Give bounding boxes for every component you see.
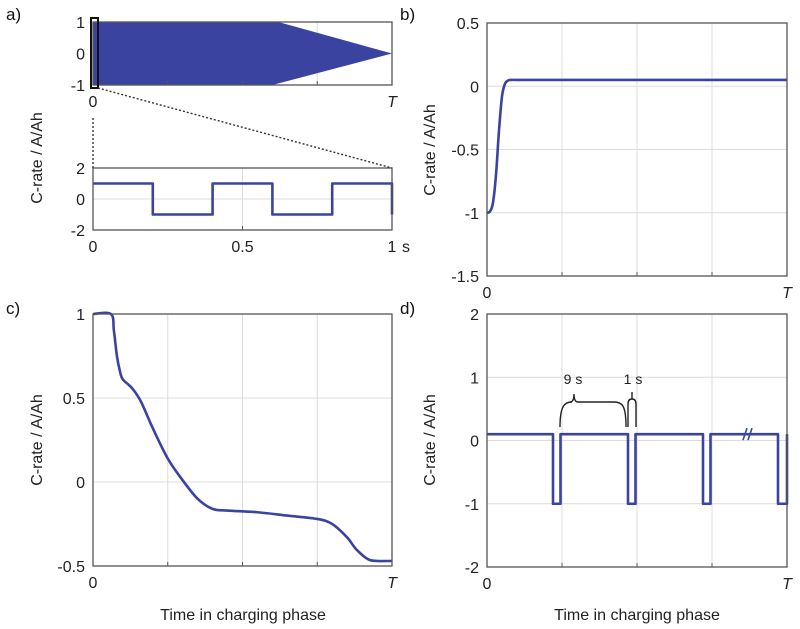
x-tick-label-d: T: [782, 576, 793, 593]
x-tick-label-a_bottom: 0.5: [231, 239, 253, 256]
axes-frame-b: [486, 22, 788, 277]
grid-layer: [93, 22, 787, 567]
series-line-a_bottom: [93, 182, 394, 216]
x-tick-label-c: T: [387, 575, 398, 592]
y-tick-label-a_top: 0: [76, 47, 85, 64]
y-tick-label-b: 0.5: [457, 16, 479, 33]
x-tick-label-b: 0: [483, 285, 492, 302]
axes-frame-d: [486, 313, 788, 568]
y-tick-label-d: -1: [465, 497, 479, 514]
ylabel-d: C-rate / A/Ah: [422, 394, 439, 486]
x-tick-label-d: 0: [483, 576, 492, 593]
axes-frame-a_bottom: [92, 167, 393, 231]
brace-1s: [627, 392, 637, 427]
x-unit-label-a_bottom: s: [402, 239, 410, 256]
y-tick-label-a_bottom: 0: [76, 192, 85, 209]
y-tick-label-a_bottom: 2: [76, 161, 85, 178]
panel-label-d: d): [400, 299, 415, 318]
frame-layer: [90, 17, 788, 568]
y-tick-label-b: -1: [465, 206, 479, 223]
envelope-area: [93, 22, 392, 85]
y-tick-label-d: 1: [470, 370, 479, 387]
y-tick-label-d: -2: [465, 560, 479, 577]
data-layer: [92, 22, 789, 563]
panel-label-b: b): [400, 5, 415, 24]
axis-break-mark: [742, 427, 748, 441]
y-tick-label-c: 0: [76, 475, 85, 492]
axis-break-mark: [747, 427, 753, 441]
series-line-d: [487, 432, 789, 506]
y-tick-label-a_top: -1: [71, 78, 85, 95]
annotation-9s: 9 s: [564, 371, 583, 387]
y-tick-label-d: 2: [470, 307, 479, 324]
annotation-1s: 1 s: [624, 371, 643, 387]
y-tick-label-a_bottom: -2: [71, 223, 85, 240]
axes-frame-a_top: [92, 21, 393, 86]
series-line-b: [486, 78, 787, 215]
zoom-connector-right: [97, 87, 393, 169]
y-tick-label-a_top: 1: [76, 15, 85, 32]
xlabel-c: Time in charging phase: [160, 607, 326, 624]
y-tick-label-c: 1: [76, 307, 85, 324]
x-tick-label-a_top: T: [387, 94, 398, 111]
x-tick-label-a_bottom: 1: [388, 239, 397, 256]
xlabel-d: Time in charging phase: [554, 607, 720, 624]
x-tick-label-a_bottom: 0: [89, 239, 98, 256]
y-tick-label-c: -0.5: [57, 559, 85, 576]
x-tick-label-a_top: 0: [89, 94, 98, 111]
brace-9s: [559, 393, 627, 428]
y-tick-label-d: 0: [470, 434, 479, 451]
axes-frame-c: [92, 313, 393, 567]
ylabel-c: C-rate / A/Ah: [29, 394, 46, 486]
ylabel-a: C-rate / A/Ah: [29, 112, 46, 204]
y-tick-label-c: 0.5: [63, 391, 85, 408]
text-layer: a) b) c) d) C-rate / A/Ah C-rate / A/Ah …: [6, 5, 793, 624]
series-line-c: [92, 311, 393, 563]
ylabel-b: C-rate / A/Ah: [422, 104, 439, 196]
y-tick-label-b: 0: [470, 79, 479, 96]
x-tick-label-b: T: [782, 285, 793, 302]
y-tick-label-b: -1.5: [451, 269, 479, 286]
y-tick-label-b: -0.5: [451, 143, 479, 160]
panel-label-a: a): [6, 5, 21, 24]
panel-label-c: c): [6, 299, 20, 318]
x-tick-label-c: 0: [89, 575, 98, 592]
zoom-inset-box: [90, 17, 99, 89]
